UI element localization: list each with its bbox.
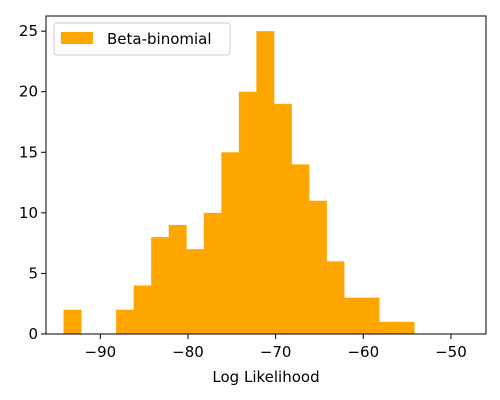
y-tick-label: 25 [19, 22, 38, 40]
histogram-bar [203, 212, 222, 334]
histogram-bar [361, 297, 380, 334]
y-tick-label: 5 [28, 264, 38, 282]
histogram-bar [396, 321, 415, 334]
y-tick-label: 10 [19, 204, 38, 222]
histogram-bar [308, 200, 327, 334]
legend-swatch [61, 32, 93, 44]
histogram-bar [63, 309, 82, 334]
histogram-bar [221, 152, 240, 334]
histogram-bar [238, 91, 257, 334]
legend-label: Beta-binomial [107, 30, 212, 48]
y-tick-label: 20 [19, 83, 38, 101]
y-tick-label: 15 [19, 143, 38, 161]
y-axis-ticks: 0 5 10 15 20 25 [19, 22, 46, 343]
histogram-bar [133, 285, 152, 334]
x-tick-label: −60 [347, 343, 379, 361]
y-tick-label: 0 [28, 325, 38, 343]
x-axis-label: Log Likelihood [212, 368, 319, 386]
legend-box [53, 22, 231, 56]
histogram-bar [168, 224, 187, 334]
x-axis-ticks: −90 −80 −70 −60 −50 [85, 334, 467, 361]
histogram-bar [186, 249, 205, 334]
histogram-bar [344, 297, 362, 334]
histogram-bar [273, 103, 292, 334]
histogram-bar [326, 261, 345, 334]
x-tick-label: −80 [172, 343, 204, 361]
histogram-bar [379, 321, 397, 334]
x-tick-label: −70 [260, 343, 292, 361]
x-tick-label: −50 [435, 343, 467, 361]
legend: Beta-binomial [53, 22, 231, 56]
histogram-bar [151, 237, 170, 334]
histogram-bar [116, 309, 135, 334]
plot-frame [45, 15, 487, 335]
histogram-bar [256, 31, 275, 335]
histogram-bars [63, 31, 415, 335]
x-tick-label: −90 [85, 343, 117, 361]
histogram-bar [291, 164, 310, 334]
